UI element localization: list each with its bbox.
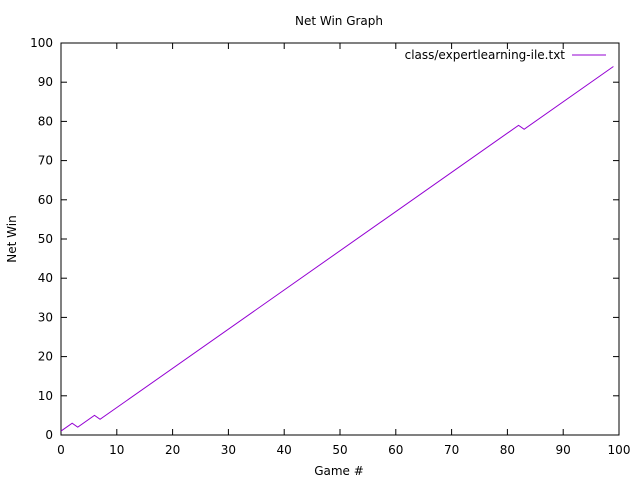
y-tick-label: 100 [30,36,53,50]
x-tick-label: 70 [444,443,459,457]
y-tick-label: 70 [38,154,53,168]
x-axis-ticks: 0 10 20 30 40 50 60 70 80 90 100 [57,43,630,457]
x-tick-label: 60 [388,443,403,457]
y-tick-label: 40 [38,271,53,285]
y-tick-label: 60 [38,193,53,207]
x-tick-label: 0 [57,443,65,457]
x-tick-label: 100 [608,443,631,457]
x-tick-label: 80 [500,443,515,457]
y-tick-label: 10 [38,389,53,403]
y-tick-label: 50 [38,232,53,246]
x-tick-label: 90 [556,443,571,457]
x-tick-label: 40 [277,443,292,457]
y-tick-label: 90 [38,75,53,89]
series-line [60,66,614,432]
series-layer [60,66,614,432]
y-tick-label: 20 [38,350,53,364]
y-tick-label: 80 [38,114,53,128]
y-tick-label: 0 [45,428,53,442]
plot-area [60,42,620,436]
plot-frame [60,42,620,436]
x-axis-label: Game # [314,464,364,478]
x-tick-label: 10 [109,443,124,457]
legend: class/expertlearning-ile.txt [405,48,606,62]
legend-label: class/expertlearning-ile.txt [405,48,566,62]
y-axis-label: Net Win [5,215,19,262]
x-tick-label: 50 [332,443,347,457]
x-tick-label: 30 [221,443,236,457]
y-axis-ticks: 0 10 20 30 40 50 60 70 80 90 100 [30,36,619,442]
x-tick-label: 20 [165,443,180,457]
chart-title: Net Win Graph [295,14,383,28]
y-tick-label: 30 [38,310,53,324]
